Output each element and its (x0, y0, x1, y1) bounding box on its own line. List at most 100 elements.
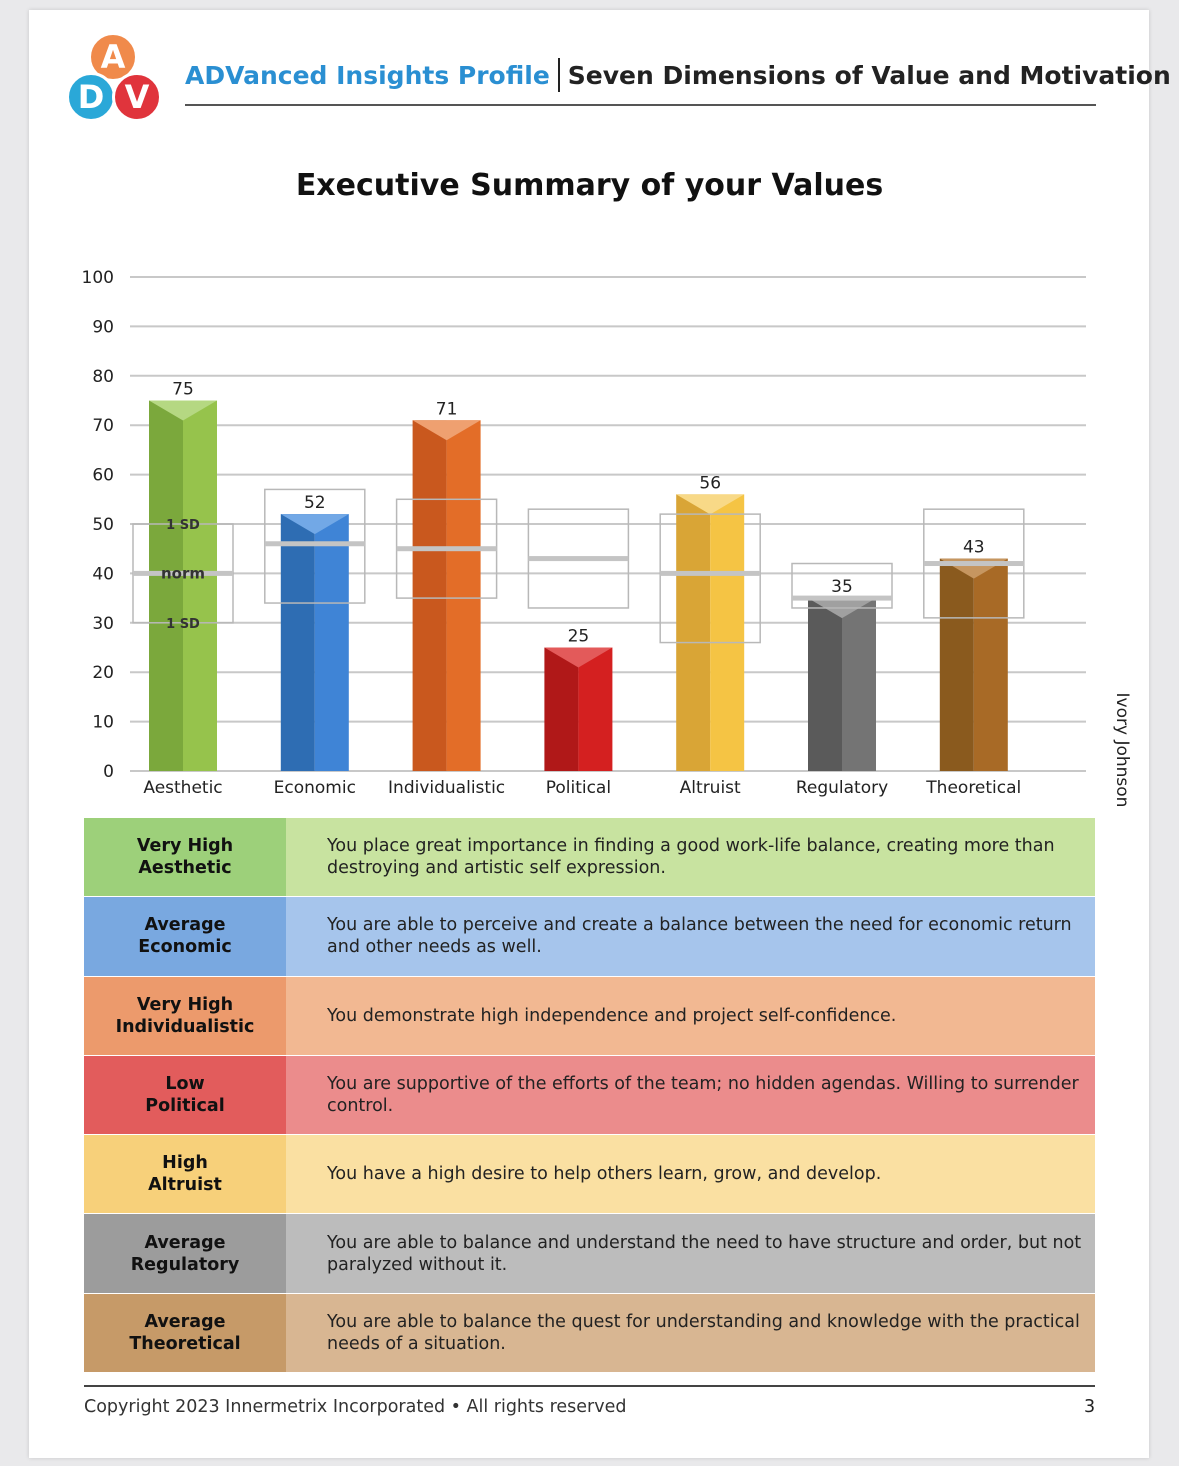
page-title: Executive Summary of your Values (295, 168, 884, 203)
summary-label: Very High Individualistic (84, 976, 286, 1055)
category-label-regulatory: Regulatory (796, 778, 888, 798)
copyright-text: Copyright 2023 Innermetrix Incorporated … (84, 1397, 627, 1417)
bar-cap (676, 494, 745, 515)
y-tick-label: 100 (82, 268, 114, 288)
bar-economic-left (280, 514, 315, 771)
summary-dimension: Political (145, 1096, 225, 1117)
norm-line (396, 546, 497, 552)
summary-level: Average (144, 1232, 226, 1253)
logo-letter-v: V (112, 72, 162, 122)
norm-line (923, 561, 1024, 567)
summary-dimension: Regulatory (130, 1254, 240, 1275)
y-tick-label: 80 (92, 367, 114, 387)
bar-value-label: 52 (304, 493, 326, 513)
footer-rule (84, 1385, 1095, 1387)
header-rule (185, 104, 1096, 106)
category-label-theoretical: Theoretical (925, 778, 1021, 798)
summary-description: You are supportive of the efforts of the… (286, 1055, 1095, 1135)
summary-label: High Altruist (84, 1135, 286, 1214)
summary-row-theoretical: Average Theoretical You are able to balanc… (84, 1293, 1095, 1374)
summary-description-text: You place great importance in finding a … (327, 836, 1055, 879)
summary-description: You are able to perceive and create a ba… (286, 897, 1095, 976)
category-label-individualistic: Individualistic (388, 778, 505, 798)
adv-logo: A D V (66, 32, 166, 132)
logo-letter-d: D (66, 72, 116, 122)
summary-dimension: Economic (138, 937, 232, 958)
summary-row-altruist: High Altruist You have a high desire to he… (84, 1135, 1095, 1215)
sd-range-box (659, 513, 761, 644)
y-tick-label: 50 (92, 515, 114, 535)
summary-description-text: You have a high desire to help others le… (327, 1164, 882, 1185)
bar-regulatory-right (842, 598, 876, 771)
bar-individualistic-right (446, 420, 481, 771)
summary-row-regulatory: Average Regulatory You are able to balance… (84, 1214, 1095, 1294)
category-label-altruist: Altruist (680, 778, 741, 798)
y-tick-label: 60 (92, 466, 114, 486)
summary-dimension: Individualistic (115, 1016, 255, 1037)
bar-theoretical-left (939, 558, 974, 771)
norm-line (528, 556, 629, 562)
y-tick-label: 40 (92, 564, 114, 584)
summary-level: Very High (136, 836, 234, 857)
y-tick-label: 10 (92, 713, 114, 733)
category-label-political: Political (546, 778, 611, 798)
summary-label: Very High Aesthetic (84, 818, 286, 897)
summary-description-text: You demonstrate high independence and pr… (327, 1005, 897, 1026)
header-subtitle: Seven Dimensions of Value and Motivation (567, 61, 1171, 90)
sd-lower-label: 1 SD (166, 617, 200, 632)
bar-value-label: 56 (699, 473, 721, 493)
norm-line (660, 570, 761, 576)
summary-level: Low (165, 1074, 205, 1095)
bar-economic-right (314, 514, 349, 771)
summary-description-text: You are able to balance and understand t… (327, 1232, 1082, 1275)
norm-line (133, 570, 233, 576)
respondent-name: Ivory Johnson (1112, 692, 1132, 808)
bar-individualistic-left (412, 420, 447, 771)
summary-dimension: Theoretical (129, 1333, 241, 1354)
header-separator (557, 58, 560, 92)
category-label-aesthetic: Aesthetic (143, 778, 222, 798)
y-tick-label: 20 (92, 663, 114, 683)
summary-description-text: You are able to perceive and create a ba… (327, 915, 1072, 958)
bar-cap (412, 420, 481, 441)
summary-row-political: Low Political You are supportive of the ef… (84, 1055, 1095, 1136)
bar-altruist-right (710, 494, 745, 771)
norm-line (264, 541, 365, 547)
bar-value-label: 25 (568, 627, 590, 647)
bar-political-right (578, 647, 613, 771)
bar-cap (280, 514, 349, 535)
y-tick-label: 0 (103, 762, 114, 782)
summary-label: Low Political (84, 1055, 286, 1135)
bar-cap (149, 400, 217, 421)
brand-title: ADVanced Insights Profile (185, 61, 550, 90)
summary-level: Average (144, 1311, 226, 1332)
summary-dimension: Altruist (148, 1175, 222, 1196)
values-bar-chart: 0 10 20 30 40 50 60 70 80 90 100 75 Aesthetic 52 Econo… (82, 268, 1086, 798)
summary-description: You are able to balance and understand t… (286, 1214, 1095, 1293)
summary-description: You demonstrate high independence and pr… (286, 976, 1095, 1055)
bar-value-label: 43 (963, 538, 985, 558)
category-label-economic: Economic (274, 778, 356, 798)
summary-label: Average Theoretical (84, 1293, 286, 1373)
norm-label: norm (161, 564, 205, 582)
summary-level: Average (144, 915, 226, 936)
y-tick-label: 90 (92, 317, 114, 337)
y-tick-label: 70 (92, 416, 114, 436)
bar-regulatory-left (808, 598, 842, 771)
bar-cap (544, 647, 613, 668)
page-number: 3 (1084, 1397, 1096, 1417)
summary-level: High (162, 1153, 208, 1174)
summary-label: Average Economic (84, 897, 286, 976)
report-header: ADVanced Insights Profile Seven Dimension… (185, 58, 1171, 94)
y-tick-label: 30 (92, 614, 114, 634)
summary-row-economic: Average Economic You are able to perceive … (84, 897, 1095, 977)
bar-value-label: 35 (831, 577, 853, 597)
bar-political-left (544, 647, 579, 771)
summary-level: Very High (136, 994, 234, 1015)
summary-description-text: You are supportive of the efforts of the… (327, 1074, 1079, 1117)
summary-description: You have a high desire to help others le… (286, 1135, 1095, 1214)
sd-range-box (791, 562, 893, 609)
bar-value-label: 71 (436, 399, 458, 419)
summary-description-text: You are able to balance the quest for un… (327, 1311, 1080, 1354)
summary-dimension: Aesthetic (138, 858, 232, 879)
